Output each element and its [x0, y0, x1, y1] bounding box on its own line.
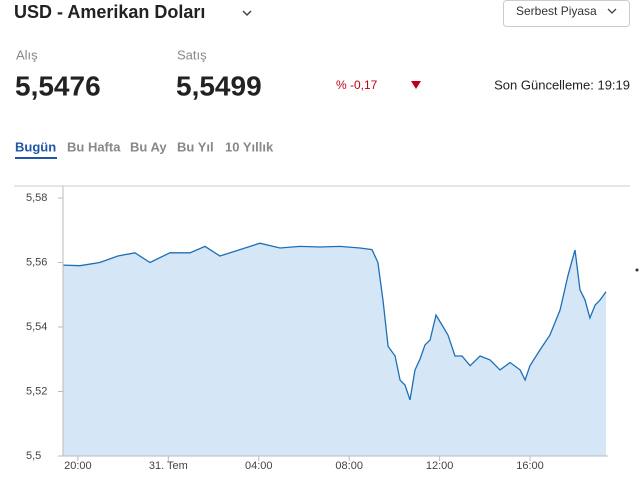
- updated: Son Güncelleme: 19:19: [494, 77, 630, 92]
- chart: 5,5 5,52 5,54 5,56 5,58 20:00 31. Tem 04:00 08:0…: [26, 186, 608, 472]
- area-fill: [63, 243, 606, 456]
- title: USD - Amerikan Doları: [14, 2, 205, 22]
- tab-underline: [15, 157, 57, 159]
- tab[interactable]: Bu Hafta: [67, 139, 121, 154]
- sell-value: 5,5499: [176, 70, 262, 101]
- y-tick-label: 5,5: [26, 450, 41, 462]
- market-select[interactable]: [503, 0, 630, 27]
- x-tick-label: 04:00: [245, 460, 273, 472]
- tabs: Bugün Bu Hafta Bu Ay Bu Yıl 10 Yıllık: [15, 139, 274, 159]
- buy-label: Alış: [16, 47, 38, 62]
- title-chevron[interactable]: [242, 10, 252, 17]
- tab[interactable]: Bu Yıl: [177, 139, 214, 154]
- dot: [635, 268, 639, 272]
- y-tick-label: 5,54: [26, 321, 47, 333]
- market-chevron: [607, 8, 617, 14]
- x-tick-label: 08:00: [335, 460, 363, 472]
- sell-label: Satış: [177, 47, 207, 62]
- x-tick-label: 20:00: [64, 460, 92, 472]
- tab[interactable]: 10 Yıllık: [225, 139, 274, 154]
- tab[interactable]: Bu Ay: [130, 139, 167, 154]
- y-tick-label: 5,52: [26, 385, 47, 397]
- y-tick-label: 5,56: [26, 256, 47, 268]
- tab[interactable]: Bugün: [15, 139, 56, 154]
- market-label: Serbest Piyasa: [516, 4, 597, 18]
- y-tick-label: 5,58: [26, 192, 47, 204]
- down-arrow: [411, 81, 421, 89]
- x-tick-label: 12:00: [426, 460, 454, 472]
- change: % -0,17: [336, 78, 378, 92]
- x-tick-label: 16:00: [516, 460, 544, 472]
- x-tick-label: 31. Tem: [149, 460, 188, 472]
- price-line: [62, 242, 607, 401]
- buy-value: 5,5476: [15, 70, 101, 101]
